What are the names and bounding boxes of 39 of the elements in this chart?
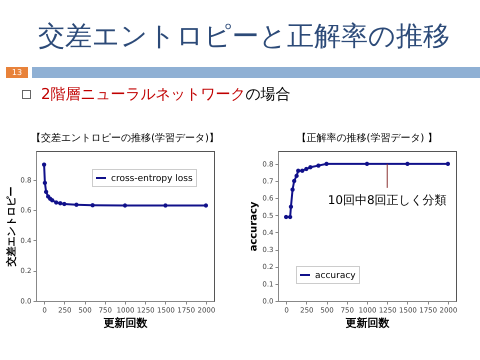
point [296, 168, 300, 173]
point [364, 162, 370, 166]
point [288, 204, 294, 209]
point [446, 162, 450, 166]
chart-title: 【交差エントロピーの推移(学習データ)】 [31, 132, 219, 144]
point [324, 162, 329, 166]
point [74, 202, 79, 207]
point [292, 178, 296, 184]
point [204, 203, 208, 208]
point [290, 187, 295, 192]
point [58, 201, 62, 206]
text: 2階層ニューラルネットワーク [41, 85, 246, 103]
legend-label: accuracy [315, 271, 356, 281]
annotation: 10回中8回正しく分類 [328, 192, 447, 207]
point [42, 162, 46, 167]
point [308, 165, 312, 170]
point [62, 202, 66, 206]
text: 13 [6, 67, 28, 78]
point [316, 163, 321, 168]
point [288, 214, 292, 220]
point [90, 203, 95, 208]
text: 交差エントロピーと正解率の推移 [38, 20, 450, 54]
point [304, 166, 308, 172]
point [294, 174, 299, 178]
point [405, 162, 410, 166]
point [284, 214, 288, 220]
point [300, 168, 304, 173]
point [44, 190, 48, 194]
x-axis-title: 更新回数 [346, 316, 390, 330]
point [42, 180, 48, 185]
chart-title: 【正解率の推移(学習データ) 】 [296, 132, 438, 144]
point [54, 200, 58, 205]
text: の場合 [246, 85, 291, 103]
y-axis-title: 交差エントロピー [5, 186, 18, 268]
y-axis-title: accuracy [248, 201, 260, 252]
point [163, 203, 168, 208]
legend-label: cross-entropy loss [111, 174, 193, 184]
point [122, 203, 128, 208]
x-axis-title: 更新回数 [104, 316, 148, 330]
